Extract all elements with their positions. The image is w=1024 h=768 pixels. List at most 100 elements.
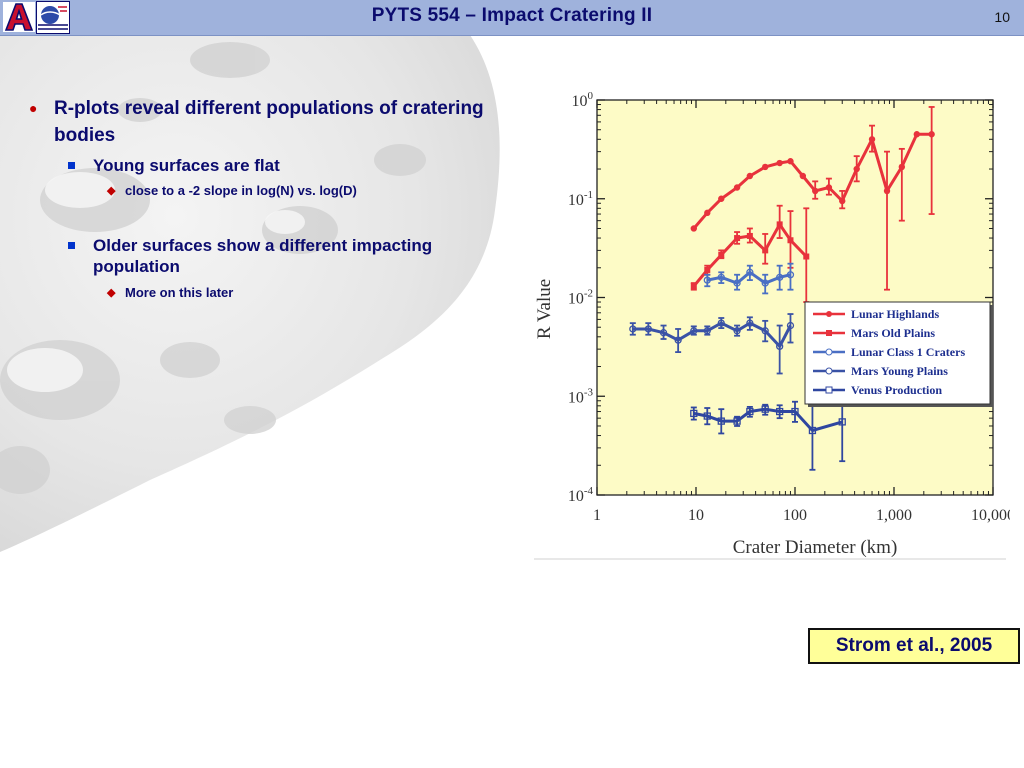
bullet-dot-icon: ●: [29, 100, 38, 116]
data-point: [718, 251, 725, 258]
y-tick-label: 10-4: [568, 485, 594, 505]
bullet-level1-rplots: ● R-plots reveal different populations o…: [29, 95, 493, 149]
data-point: [776, 221, 783, 228]
page-number: 10: [994, 9, 1010, 25]
bullet-level3-later: ◆ More on this later: [107, 284, 507, 302]
data-point: [761, 327, 769, 335]
legend-marker: [826, 330, 832, 336]
data-point: [704, 209, 711, 217]
x-tick-label: 1,000: [876, 507, 912, 524]
y-tick-label: 100: [572, 90, 594, 110]
y-tick-label: 10-1: [568, 189, 593, 209]
legend-marker: [825, 386, 833, 394]
data-point: [808, 426, 817, 435]
data-point: [799, 172, 807, 180]
x-tick-label: 10,000: [971, 507, 1010, 524]
data-point: [913, 131, 921, 138]
data-point: [746, 232, 753, 239]
legend-marker: [825, 367, 833, 375]
data-point: [762, 247, 769, 254]
data-point: [787, 237, 794, 244]
data-point: [690, 327, 698, 335]
data-point: [733, 327, 741, 335]
data-point: [746, 407, 754, 416]
header-bar: PYTS 554 – Impact Cratering II 10: [0, 0, 1024, 36]
bullet-text: close to a -2 slope in log(N) vs. log(D): [125, 183, 357, 198]
bullet-level3-slope: ◆ close to a -2 slope in log(N) vs. log(…: [107, 182, 507, 200]
data-point: [703, 276, 711, 284]
data-point: [812, 187, 819, 195]
bullet-diamond-icon: ◆: [107, 185, 116, 197]
data-point: [704, 266, 711, 273]
data-point: [776, 342, 784, 351]
y-axis-label: R Value: [534, 279, 555, 339]
x-tick-label: 10: [688, 507, 704, 524]
bullet-square-icon: [68, 242, 75, 249]
planetary-globe-logo-icon: [36, 1, 70, 34]
data-point: [733, 184, 741, 191]
r-plot-chart: 1 10 100 1,000 10,000 100 10-1 10-2 10-3 10-4 Luna…: [530, 85, 1010, 560]
data-point: [746, 268, 754, 276]
data-point: [717, 417, 725, 425]
legend-label: Mars Old Plains: [851, 326, 935, 340]
slide-title: PYTS 554 – Impact Cratering II: [371, 5, 653, 26]
bullet-level2-older: Older surfaces show a different impactin…: [68, 235, 498, 277]
x-tick-label: 1: [593, 507, 601, 524]
data-point: [674, 336, 682, 344]
legend-label: Lunar Class 1 Craters: [851, 345, 965, 359]
bullet-text: Older surfaces show a different impactin…: [93, 236, 433, 276]
data-point: [761, 405, 769, 413]
y-tick-label: 10-2: [568, 288, 593, 308]
data-point: [761, 279, 769, 287]
series-line-0: [692, 132, 932, 230]
data-point: [703, 412, 711, 420]
data-point: [853, 165, 860, 173]
data-point: [787, 158, 794, 165]
data-point: [786, 321, 795, 330]
legend-marker: [825, 348, 833, 356]
data-point: [690, 409, 698, 418]
data-point: [703, 327, 711, 335]
plot-area: [596, 99, 994, 496]
y-tick-label: 10-3: [568, 386, 594, 406]
series-line-4: [693, 407, 843, 432]
data-point: [733, 279, 741, 287]
data-point: [776, 407, 784, 416]
data-point: [776, 159, 783, 167]
data-point: [746, 172, 754, 180]
bullet-text: More on this later: [125, 285, 234, 300]
data-point: [803, 253, 810, 260]
data-point: [761, 163, 769, 171]
data-point: [717, 273, 725, 281]
legend-marker: [826, 311, 832, 317]
data-point: [734, 235, 741, 242]
data-point: [690, 283, 697, 290]
data-point: [718, 195, 725, 202]
data-point: [786, 271, 795, 279]
data-point: [883, 187, 891, 195]
data-point: [776, 273, 784, 281]
data-point: [690, 225, 697, 232]
data-point: [659, 329, 668, 337]
data-point: [825, 184, 833, 191]
data-point: [839, 197, 846, 205]
data-point: [746, 319, 754, 327]
bullet-diamond-icon: ◆: [107, 287, 116, 299]
data-point: [644, 325, 652, 333]
data-point: [733, 417, 741, 425]
data-point: [928, 131, 935, 138]
citation-box: Strom et al., 2005: [808, 628, 1020, 664]
data-point: [838, 418, 846, 426]
bullet-square-icon: [68, 162, 75, 169]
bullet-level2-young: Young surfaces are flat: [68, 155, 498, 176]
data-point: [898, 163, 906, 171]
legend-label: Lunar Highlands: [851, 307, 939, 321]
data-point: [868, 136, 876, 143]
legend-label: Venus Production: [851, 383, 942, 397]
x-tick-label: 100: [783, 507, 807, 524]
x-axis-label: Crater Diameter (km): [733, 537, 898, 558]
university-a-logo-icon: [3, 2, 35, 32]
data-point: [717, 319, 725, 327]
data-point: [629, 325, 637, 333]
legend-label: Mars Young Plains: [851, 364, 948, 378]
